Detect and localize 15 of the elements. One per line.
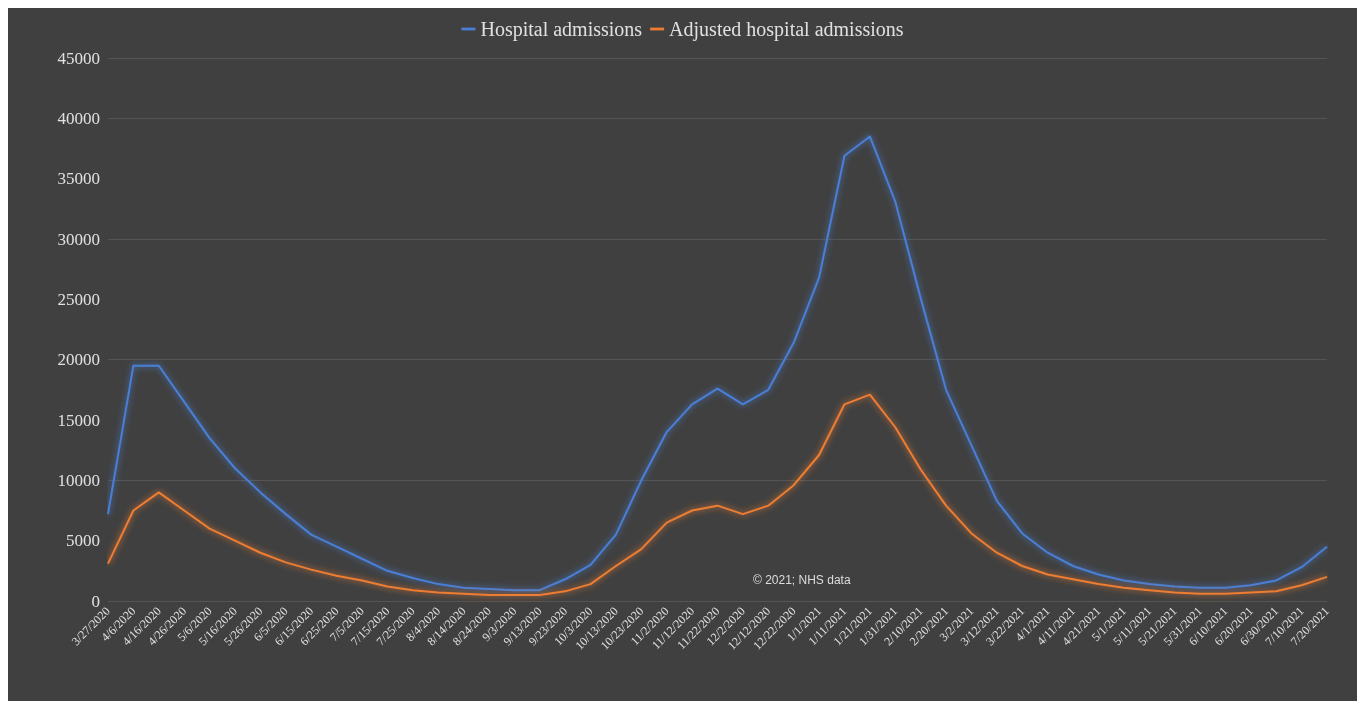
y-tick-label: 40000 xyxy=(57,108,100,128)
y-tick-label: 0 xyxy=(91,591,100,611)
y-tick-label: 20000 xyxy=(57,350,100,370)
line-series xyxy=(107,393,1328,596)
legend-label: Adjusted hospital admissions xyxy=(669,18,904,41)
legend-label: Hospital admissions xyxy=(480,18,643,41)
y-tick-label: 25000 xyxy=(57,289,100,309)
y-tick-label: 10000 xyxy=(57,470,100,490)
y-tick-label: 35000 xyxy=(57,169,100,189)
annotation: © 2021; NHS data xyxy=(753,573,851,587)
line-series xyxy=(107,135,1328,592)
y-tick-label: 45000 xyxy=(57,48,100,68)
y-tick-label: 5000 xyxy=(66,531,100,551)
y-tick-label: 30000 xyxy=(57,229,100,249)
y-tick-label: 15000 xyxy=(57,410,100,430)
